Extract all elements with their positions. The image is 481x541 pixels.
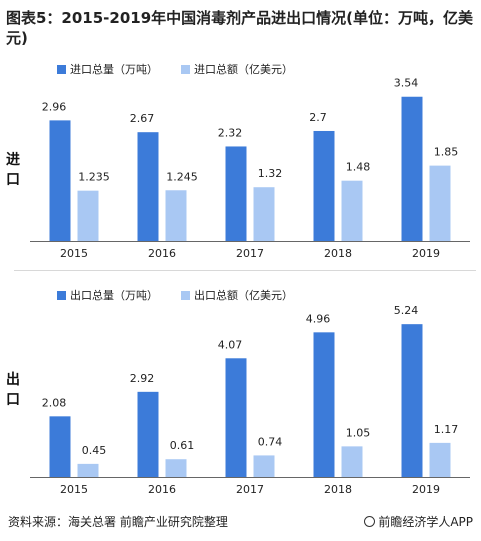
import-bar-进口-2016-s1: [165, 190, 187, 241]
import-legend-label-0: 进口总量（万吨）: [70, 62, 158, 76]
export-data-label-s0-2019: 5.24: [394, 304, 419, 317]
source-note: 资料来源：海关总署 前瞻产业研究院整理: [8, 515, 228, 529]
export-bar-出口-2017-s1: [253, 455, 275, 477]
brand-logo-icon: [364, 516, 376, 527]
import-bar-进口-2019-s1: [429, 165, 451, 241]
export-x-tick-2019: 2019: [412, 483, 440, 496]
import-bar-进口-2015-s0: [49, 120, 71, 241]
import-x-tick-2017: 2017: [236, 247, 264, 260]
export-legend-swatch-1: [181, 291, 190, 300]
import-bar-进口-2017-s0: [225, 146, 247, 241]
export-data-label-s0-2018: 4.96: [306, 312, 331, 325]
import-data-label-s0-2017: 2.32: [218, 126, 243, 139]
import-data-label-s1-2017: 1.32: [258, 167, 283, 180]
import-bar-进口-2017-s1: [253, 187, 275, 241]
export-bar-出口-2016-s0: [137, 391, 159, 477]
import-data-label-s1-2015: 1.235: [78, 171, 110, 184]
export-data-label-s1-2016: 0.61: [170, 439, 195, 452]
export-legend-label-1: 出口总额（亿美元）: [194, 288, 293, 302]
import-side-label: 进口: [6, 152, 20, 188]
export-legend-label-0: 出口总量（万吨）: [70, 288, 158, 302]
import-x-tick-2016: 2016: [148, 247, 176, 260]
export-side-label: 出口: [6, 372, 20, 408]
import-chart: 进口总量（万吨） 进口总额（亿美元） 2.96 1.235 2015 2.67 1.245 2…: [30, 62, 470, 260]
import-bar-进口-2016-s0: [137, 132, 159, 241]
export-bar-出口-2015-s0: [49, 416, 71, 477]
export-data-label-s1-2019: 1.17: [434, 423, 459, 436]
brand-text: 前瞻经济学人APP: [378, 515, 473, 529]
export-data-label-s0-2016: 2.92: [130, 372, 155, 385]
export-bar-出口-2019-s1: [429, 442, 451, 477]
import-bar-进口-2015-s1: [77, 190, 99, 241]
section-divider: [14, 270, 476, 271]
export-x-tick-2018: 2018: [324, 483, 352, 496]
footer: 资料来源：海关总署 前瞻产业研究院整理 前瞻经济学人APP: [0, 508, 481, 541]
import-data-label-s1-2018: 1.48: [346, 161, 371, 174]
import-bar-进口-2018-s0: [313, 130, 335, 241]
import-legend-label-1: 进口总额（亿美元）: [194, 62, 293, 76]
import-bar-进口-2018-s1: [341, 180, 363, 241]
import-data-label-s0-2015: 2.96: [42, 100, 67, 113]
export-data-label-s1-2017: 0.74: [258, 435, 283, 448]
export-chart: 出口总量（万吨） 出口总额（亿美元） 2.08 0.45 2015 2.92 0.61 201…: [30, 288, 470, 496]
export-legend-swatch-0: [57, 291, 66, 300]
import-legend-swatch-1: [181, 65, 190, 74]
export-bar-出口-2016-s1: [165, 459, 187, 477]
export-data-label-s0-2015: 2.08: [42, 396, 67, 409]
export-x-tick-2016: 2016: [148, 483, 176, 496]
import-x-tick-2019: 2019: [412, 247, 440, 260]
brand-mark: 前瞻经济学人APP: [364, 513, 473, 530]
import-x-tick-2015: 2015: [60, 247, 88, 260]
import-data-label-s0-2018: 2.7: [309, 111, 327, 124]
export-bar-出口-2018-s0: [313, 332, 335, 477]
import-bar-进口-2019-s0: [401, 96, 423, 241]
import-data-label-s0-2019: 3.54: [394, 77, 419, 90]
export-data-label-s1-2015: 0.45: [82, 444, 107, 457]
export-data-label-s0-2017: 4.07: [218, 338, 243, 351]
import-data-label-s1-2016: 1.245: [166, 170, 198, 183]
export-bar-出口-2019-s0: [401, 324, 423, 477]
export-x-tick-2015: 2015: [60, 483, 88, 496]
export-bar-出口-2018-s1: [341, 446, 363, 477]
import-x-tick-2018: 2018: [324, 247, 352, 260]
import-data-label-s0-2016: 2.67: [130, 112, 155, 125]
chart-title: 图表5：2015-2019年中国消毒剂产品进出口情况(单位：万吨，亿美元): [6, 9, 474, 47]
import-legend-swatch-0: [57, 65, 66, 74]
export-data-label-s1-2018: 1.05: [346, 426, 371, 439]
export-x-tick-2017: 2017: [236, 483, 264, 496]
import-data-label-s1-2019: 1.85: [434, 146, 459, 159]
export-bar-出口-2015-s1: [77, 463, 99, 477]
export-bar-出口-2017-s0: [225, 358, 247, 477]
